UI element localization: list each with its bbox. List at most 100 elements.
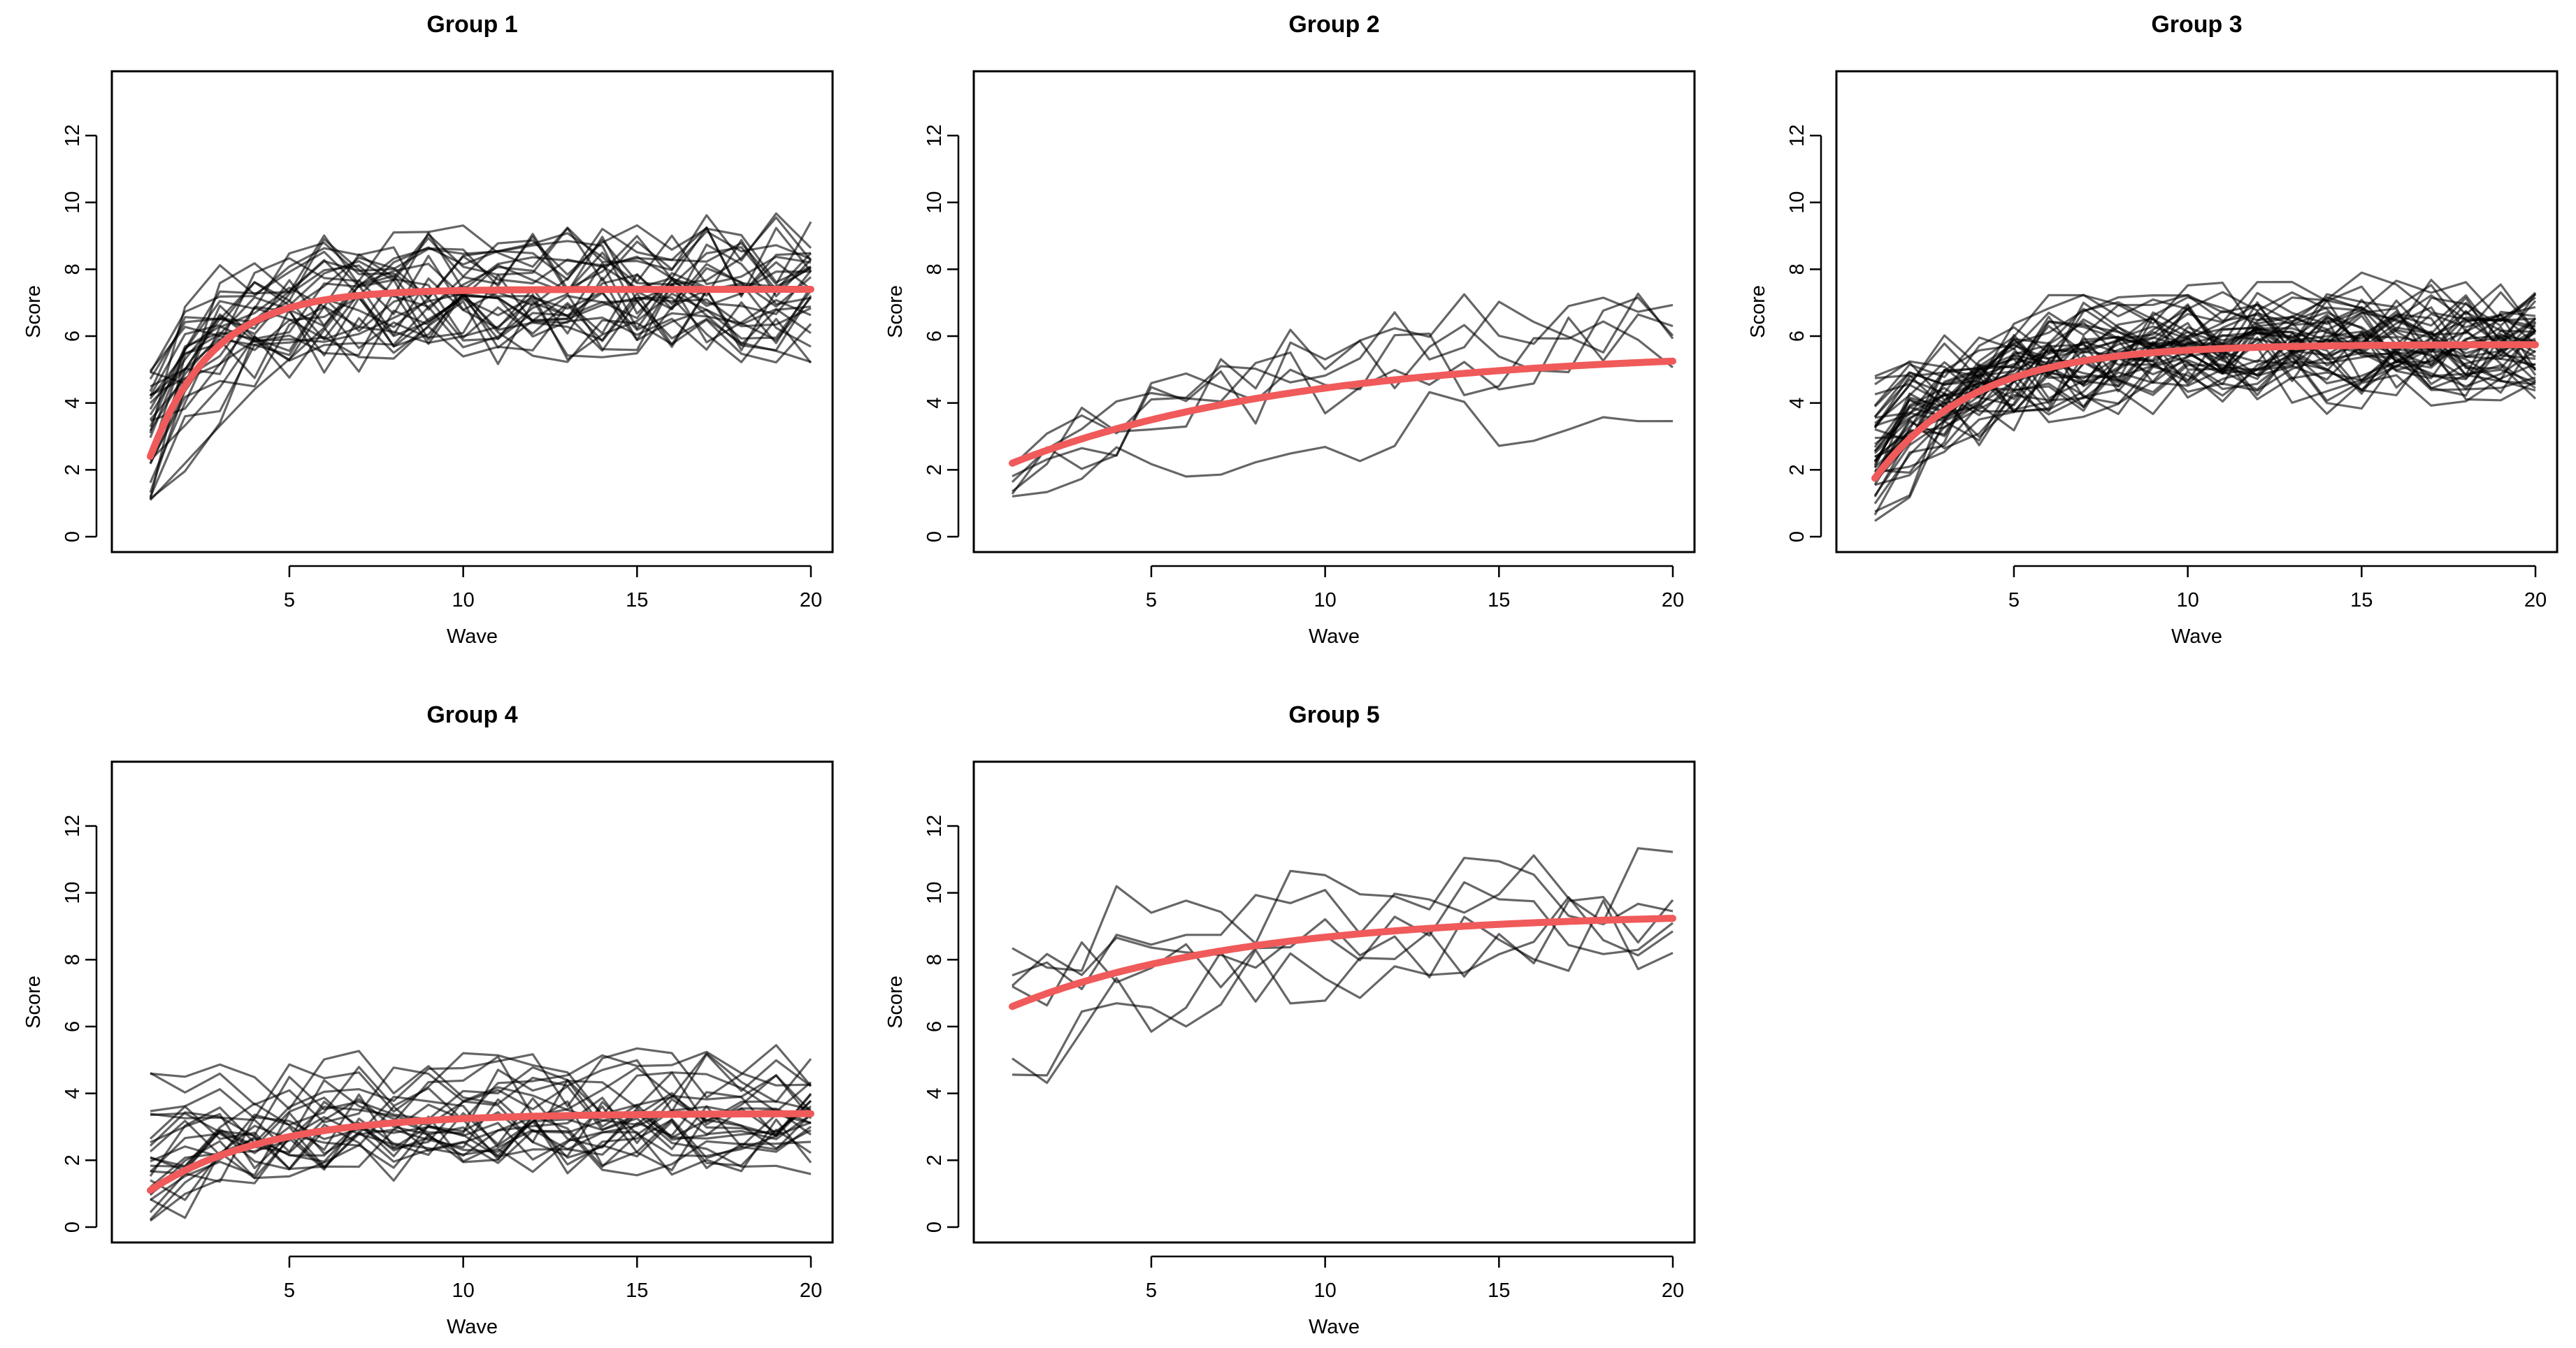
individual-series-line bbox=[1012, 857, 1674, 972]
individual-series-line bbox=[1873, 329, 2536, 469]
y-tick-label: 6 bbox=[62, 1021, 84, 1032]
x-tick-label: 10 bbox=[452, 1280, 474, 1302]
x-tick-label: 5 bbox=[2008, 589, 2020, 611]
individual-series-line bbox=[149, 1044, 812, 1177]
individual-series-line bbox=[150, 1098, 812, 1167]
y-tick-label: 2 bbox=[62, 464, 84, 475]
individual-series-line bbox=[1011, 292, 1674, 467]
y-tick-label: 0 bbox=[62, 1222, 84, 1233]
x-tick-label: 5 bbox=[1146, 589, 1157, 611]
mean-curve bbox=[1009, 357, 1676, 467]
y-tick-label: 0 bbox=[62, 531, 84, 542]
y-axis-label: Score bbox=[22, 285, 45, 338]
x-axis-label: Wave bbox=[1309, 1316, 1360, 1338]
x-tick-label: 5 bbox=[284, 589, 295, 611]
y-tick-label: 12 bbox=[62, 815, 84, 837]
individual-series-line bbox=[149, 1085, 812, 1188]
y-tick-label: 2 bbox=[62, 1154, 84, 1166]
y-tick-label: 2 bbox=[923, 1154, 946, 1166]
x-tick-label: 20 bbox=[800, 1280, 822, 1302]
individual-series-line bbox=[1874, 306, 2536, 440]
chart-title: Group 4 bbox=[426, 702, 517, 728]
y-tick-label: 4 bbox=[62, 1088, 84, 1099]
x-tick-label: 15 bbox=[626, 1280, 648, 1302]
x-tick-label: 15 bbox=[2350, 589, 2373, 611]
y-tick-label: 10 bbox=[923, 882, 946, 904]
individual-series-line bbox=[1873, 278, 2537, 486]
individual-series-line bbox=[1873, 303, 2536, 418]
y-tick-label: 10 bbox=[1786, 191, 1808, 214]
individual-series-line bbox=[149, 212, 812, 400]
plot-frame bbox=[1835, 70, 2559, 553]
chart-panel-4: 5 10 15 20 0 2 4 6 8 10 12 Wave Score Group 4 bbox=[22, 702, 834, 1338]
x-tick-label: 15 bbox=[1488, 589, 1510, 611]
x-axis-label: Wave bbox=[1309, 625, 1360, 648]
y-axis-label: Score bbox=[884, 976, 907, 1029]
plot-frame bbox=[110, 760, 834, 1244]
y-tick-label: 12 bbox=[62, 124, 84, 147]
individual-series-line bbox=[149, 263, 812, 464]
individual-series-line bbox=[1011, 296, 1674, 495]
individual-series-line bbox=[149, 291, 812, 461]
y-tick-label: 12 bbox=[1786, 124, 1808, 147]
x-axis-label: Wave bbox=[447, 625, 498, 648]
individual-series-line bbox=[1012, 896, 1674, 1077]
individual-series-group bbox=[1011, 847, 1674, 1085]
x-tick-label: 20 bbox=[1662, 1280, 1684, 1302]
y-axis-label: Score bbox=[1747, 285, 1769, 338]
individual-series-line bbox=[149, 285, 812, 501]
y-tick-label: 10 bbox=[62, 882, 84, 904]
y-axis-label: Score bbox=[884, 285, 907, 338]
mean-curve bbox=[147, 1110, 814, 1194]
chart-title: Group 5 bbox=[1288, 702, 1379, 728]
y-tick-label: 4 bbox=[923, 398, 946, 409]
chart-title: Group 1 bbox=[426, 11, 517, 38]
y-tick-label: 4 bbox=[923, 1088, 946, 1099]
x-axis-label: Wave bbox=[447, 1316, 498, 1338]
x-tick-label: 5 bbox=[1146, 1280, 1157, 1302]
y-tick-label: 10 bbox=[923, 191, 946, 214]
individual-series-line bbox=[1011, 880, 1674, 987]
individual-series-line bbox=[1012, 391, 1674, 498]
y-tick-label: 12 bbox=[923, 124, 946, 147]
individual-series-group bbox=[1011, 292, 1674, 498]
individual-series-line bbox=[150, 292, 812, 397]
individual-series-line bbox=[149, 300, 812, 498]
y-tick-label: 6 bbox=[923, 331, 946, 342]
x-tick-label: 20 bbox=[800, 589, 822, 611]
y-tick-label: 6 bbox=[62, 331, 84, 342]
y-axis-label: Score bbox=[22, 976, 45, 1029]
individual-series-line bbox=[1873, 271, 2536, 476]
y-tick-label: 2 bbox=[923, 464, 946, 475]
individual-series-line bbox=[150, 289, 812, 396]
x-tick-label: 20 bbox=[2524, 589, 2547, 611]
y-tick-label: 6 bbox=[1786, 331, 1808, 342]
plot-frame bbox=[972, 70, 1696, 553]
individual-series-line bbox=[1012, 293, 1674, 493]
individual-series-line bbox=[1873, 299, 2536, 428]
individual-series-line bbox=[150, 1079, 812, 1168]
x-tick-label: 10 bbox=[1314, 1280, 1336, 1302]
y-tick-label: 10 bbox=[62, 191, 84, 214]
y-tick-label: 4 bbox=[62, 398, 84, 409]
y-tick-label: 12 bbox=[923, 815, 946, 837]
x-tick-label: 15 bbox=[626, 589, 648, 611]
individual-series-line bbox=[150, 1052, 812, 1119]
individual-series-line bbox=[149, 284, 812, 461]
y-tick-label: 8 bbox=[923, 263, 946, 275]
individual-series-line bbox=[149, 235, 812, 374]
chart-title: Group 3 bbox=[2151, 11, 2242, 38]
chart-title: Group 2 bbox=[1288, 11, 1379, 38]
y-tick-label: 0 bbox=[923, 531, 946, 542]
individual-series-group bbox=[149, 1044, 812, 1222]
x-tick-label: 10 bbox=[2176, 589, 2199, 611]
x-tick-label: 10 bbox=[452, 589, 474, 611]
individual-series-line bbox=[149, 296, 812, 465]
individual-series-line bbox=[149, 224, 812, 397]
individual-series-group bbox=[149, 212, 812, 501]
mean-curve bbox=[147, 286, 814, 461]
chart-panel-1: 5 10 15 20 0 2 4 6 8 10 12 Wave Score Group 1 bbox=[22, 11, 834, 648]
y-tick-label: 2 bbox=[1786, 464, 1808, 475]
individual-series-line bbox=[1011, 313, 1674, 483]
y-tick-label: 6 bbox=[923, 1021, 946, 1032]
